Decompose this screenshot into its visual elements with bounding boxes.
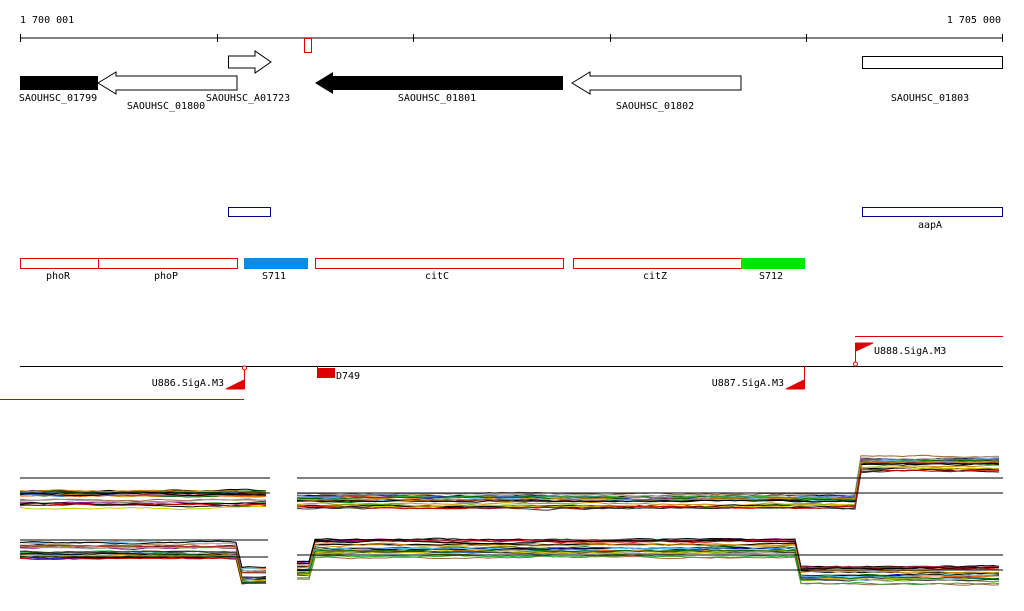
expression-line xyxy=(296,547,1000,578)
gene xyxy=(315,72,563,94)
expression-line xyxy=(19,553,267,582)
gene xyxy=(20,76,98,90)
expression-line xyxy=(297,539,1000,570)
region-label: citC xyxy=(425,271,449,282)
region xyxy=(573,258,742,269)
gene-label: SAOUHSC_01803 xyxy=(891,93,969,104)
expression-line xyxy=(19,544,267,574)
region-label: citZ xyxy=(643,271,667,282)
annotation-label: aapA xyxy=(918,220,942,231)
ruler-ticks xyxy=(20,34,1003,42)
expression-line xyxy=(296,549,1000,581)
gene-label: SAOUHSC_01801 xyxy=(398,93,476,104)
gene-label: SAOUHSC_A01723 xyxy=(206,93,290,104)
expression-line xyxy=(296,468,1000,510)
region-label: phoR xyxy=(46,271,71,282)
promoter-label: U888.SigA.M3 xyxy=(874,346,946,357)
marker xyxy=(304,38,312,53)
expression-line xyxy=(19,489,267,494)
annotation xyxy=(228,207,271,217)
gene xyxy=(571,71,742,95)
expression-line xyxy=(19,557,266,585)
expression-line xyxy=(19,550,267,579)
expression-line xyxy=(19,498,267,504)
expression-line xyxy=(19,502,267,506)
region-label: phoP xyxy=(154,271,178,282)
region xyxy=(741,258,805,269)
region-label: S711 xyxy=(262,271,286,282)
region xyxy=(244,258,308,269)
ruler-start: 1 700 001 xyxy=(20,15,74,26)
expression-line xyxy=(19,555,267,584)
expression-line xyxy=(296,460,1000,502)
gene-label: SAOUHSC_01802 xyxy=(616,101,694,112)
expression-line xyxy=(297,462,1000,503)
region xyxy=(98,258,238,269)
expression-line xyxy=(297,554,1000,586)
promoter-label: D749 xyxy=(336,371,360,382)
region xyxy=(315,258,564,269)
region-label: S712 xyxy=(759,271,783,282)
expression-line xyxy=(19,556,267,584)
annotation xyxy=(862,207,1003,217)
gene xyxy=(228,50,272,74)
expression-line xyxy=(296,548,1000,580)
expression-line xyxy=(19,505,267,511)
gene-label: SAOUHSC_01800 xyxy=(127,101,205,112)
expression-line xyxy=(296,543,1000,574)
gene-label: SAOUHSC_01799 xyxy=(19,93,97,104)
expression-tracks xyxy=(19,454,1003,586)
region xyxy=(20,258,99,269)
expression-line xyxy=(19,540,267,568)
expression-line xyxy=(19,490,267,494)
expression-line xyxy=(296,537,1000,569)
promoter-label: U887.SigA.M3 xyxy=(712,378,784,389)
gene xyxy=(97,71,238,95)
expression-line xyxy=(19,503,267,507)
gene xyxy=(862,56,1003,69)
promoter-label: U886.SigA.M3 xyxy=(152,378,224,389)
ruler-end: 1 705 000 xyxy=(947,15,1001,26)
promoter-marks xyxy=(225,342,874,390)
